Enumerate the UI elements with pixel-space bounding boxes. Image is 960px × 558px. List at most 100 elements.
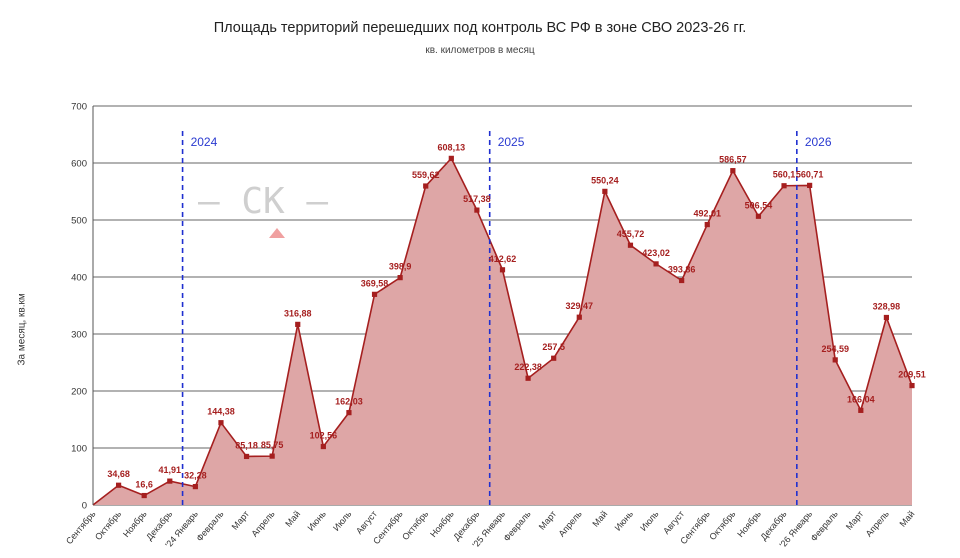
data-label: 586,57 [719, 155, 747, 165]
data-point [576, 314, 582, 320]
watermark-text: — СК — [198, 181, 328, 222]
data-label: 34,68 [107, 469, 130, 479]
chart-subtitle: кв. километров в месяц [425, 45, 535, 56]
data-label: 455,72 [617, 229, 645, 239]
year-marker-label: 2026 [805, 135, 832, 149]
data-point [269, 453, 275, 459]
data-point [679, 277, 685, 284]
x-tick-label: Май [898, 509, 917, 529]
data-label: 254,59 [821, 344, 849, 354]
x-tick-label: Октябрь [400, 509, 430, 542]
data-label: 16,6 [135, 480, 153, 490]
y-tick-label: 300 [71, 330, 87, 341]
data-label: 393,86 [668, 264, 696, 274]
data-label: 162,03 [335, 397, 363, 407]
data-point [832, 357, 838, 363]
x-tick-label: Июль [638, 509, 661, 533]
data-point [346, 410, 352, 416]
data-point [423, 183, 429, 189]
data-label: 506,54 [745, 200, 773, 210]
data-label: 257,5 [542, 342, 565, 352]
y-tick-label: 100 [71, 444, 87, 455]
data-point [474, 207, 480, 213]
data-label: 517,38 [463, 194, 491, 204]
data-label: 369,58 [361, 278, 389, 288]
data-point [730, 168, 736, 174]
data-point [141, 492, 147, 499]
x-tick-label: Февраль [501, 509, 532, 544]
chart-title: Площадь территорий перешедших под контро… [213, 20, 747, 36]
x-tick-label: Август [354, 509, 379, 536]
y-tick-label: 700 [71, 102, 87, 113]
watermark: — СК — [198, 181, 328, 238]
data-label: 328,98 [873, 301, 901, 311]
data-label: 423,02 [642, 248, 670, 258]
year-marker-label: 2025 [498, 135, 525, 149]
y-tick-label: 400 [71, 273, 87, 284]
data-point [627, 242, 634, 248]
data-point [499, 267, 506, 273]
data-point [653, 261, 659, 267]
data-point [781, 183, 787, 189]
data-label: 222,38 [514, 362, 542, 372]
x-tick-label: Март [844, 509, 866, 532]
data-point [167, 478, 173, 484]
data-label: 492,01 [693, 209, 721, 219]
x-tick-label: Май [283, 509, 302, 529]
data-point [192, 484, 198, 490]
data-label: 166,04 [847, 394, 875, 404]
data-point [883, 314, 890, 321]
x-tick-label: Апрель [249, 509, 276, 539]
data-point [602, 188, 608, 194]
data-point [858, 407, 864, 413]
data-label: 32,28 [184, 471, 207, 481]
data-point [448, 155, 454, 161]
data-point [115, 482, 122, 488]
data-point [551, 355, 557, 361]
data-point [218, 420, 224, 426]
data-label: 85,18 [235, 440, 258, 450]
x-tick-label: Август [661, 509, 686, 536]
data-label: 412,62 [489, 254, 517, 264]
series [92, 155, 915, 506]
y-tick-label: 600 [71, 159, 87, 170]
year-markers: 2024 2025 2026 [181, 131, 832, 505]
data-label: 560,1 [773, 170, 796, 180]
data-label: 209,51 [898, 370, 926, 380]
data-point [807, 182, 813, 188]
x-tick-label: Апрель [557, 509, 584, 539]
x-tick-label: Июнь [306, 509, 329, 533]
data-label: 85,75 [261, 440, 284, 450]
x-tick-label: Март [230, 509, 252, 532]
data-label: 102,56 [310, 431, 338, 441]
data-point [755, 213, 762, 219]
x-tick-label: Май [590, 509, 609, 529]
data-point [525, 375, 531, 381]
x-tick-label: Июнь [613, 509, 636, 533]
watermark-triangle [269, 228, 285, 238]
year-marker-label: 2024 [191, 135, 218, 149]
data-label: 329,47 [566, 301, 594, 311]
y-tick-label: 200 [71, 387, 87, 398]
x-tick-label: Октябрь [707, 509, 737, 542]
data-label: 316,88 [284, 308, 312, 318]
x-tick-label: Октябрь [93, 509, 123, 542]
y-tick-label: 0 [82, 501, 87, 512]
y-tick-label: 500 [71, 216, 87, 227]
x-tick-label: Сентябрь [64, 509, 98, 547]
x-tick-label: Февраль [809, 509, 840, 544]
data-label: 41,91 [159, 465, 182, 475]
data-label: 398,9 [389, 262, 412, 272]
data-point [243, 453, 250, 460]
data-label: 560,71 [796, 169, 824, 179]
data-point [295, 321, 301, 327]
x-tick-label: Март [537, 509, 559, 532]
data-label: 144,38 [207, 407, 235, 417]
x-tick-label: Июль [331, 509, 354, 533]
x-tick-label: Апрель [864, 509, 891, 539]
data-point [704, 221, 710, 228]
x-tick-label: Февраль [194, 509, 225, 544]
